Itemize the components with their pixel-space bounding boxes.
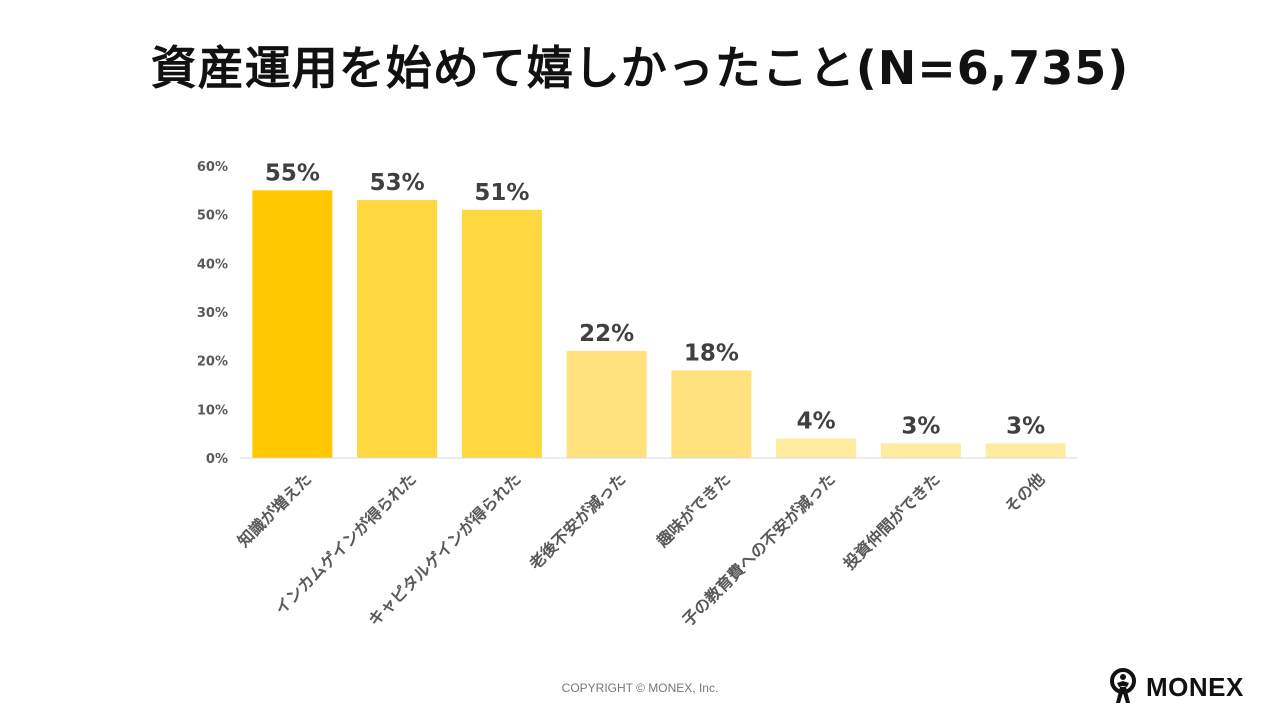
copyright-text: COPYRIGHT © MONEX, Inc.: [561, 681, 719, 695]
bar: [252, 190, 333, 459]
logo-text: MONEX: [1146, 671, 1244, 702]
value-labels: 55% 53% 51% 22% 18% 4% 3% 3%: [265, 160, 1045, 439]
bar-value-label: 51%: [474, 180, 529, 206]
y-tick-label: 40%: [197, 257, 228, 272]
x-tick-label: 老後不安が減った: [525, 469, 630, 574]
y-tick-label: 0%: [206, 452, 228, 467]
monex-logo: MONEX: [1106, 664, 1244, 710]
bar-value-label: 3%: [1006, 413, 1045, 439]
bar-value-label: 3%: [901, 413, 940, 439]
y-tick-label: 60%: [197, 160, 228, 175]
bar: [357, 200, 438, 459]
y-tick-label: 20%: [197, 355, 228, 370]
x-tick-label: 趣味ができた: [652, 469, 734, 551]
x-tick-label: 知識が増えた: [234, 469, 315, 550]
bar: [671, 370, 752, 458]
x-tick-label: その他: [1001, 469, 1048, 516]
y-tick-label: 30%: [197, 306, 228, 321]
y-axis: 0% 10% 20% 30% 40% 50% 60%: [197, 160, 228, 467]
bar-value-label: 53%: [370, 170, 425, 196]
chart-title: 資産運用を始めて嬉しかったこと(N=6,735): [150, 41, 1130, 95]
bar: [566, 350, 647, 458]
x-tick-label: 投資仲間ができた: [840, 469, 944, 573]
bar: [776, 438, 857, 458]
bar: [880, 443, 961, 458]
bar-value-label: 55%: [265, 160, 320, 186]
x-axis-labels: 知識が増えたインカムゲインが得られたキャピタルゲインが得られた 老後不安が減った趣…: [234, 469, 1049, 630]
bars: [252, 190, 1066, 459]
bar-value-label: 22%: [579, 321, 634, 347]
bar: [461, 209, 542, 458]
bar-value-label: 4%: [797, 409, 836, 435]
monex-person-icon: [1110, 668, 1136, 703]
y-tick-label: 50%: [197, 209, 228, 224]
y-tick-label: 10%: [197, 403, 228, 418]
bar-value-label: 18%: [684, 340, 739, 366]
bar: [985, 443, 1066, 458]
